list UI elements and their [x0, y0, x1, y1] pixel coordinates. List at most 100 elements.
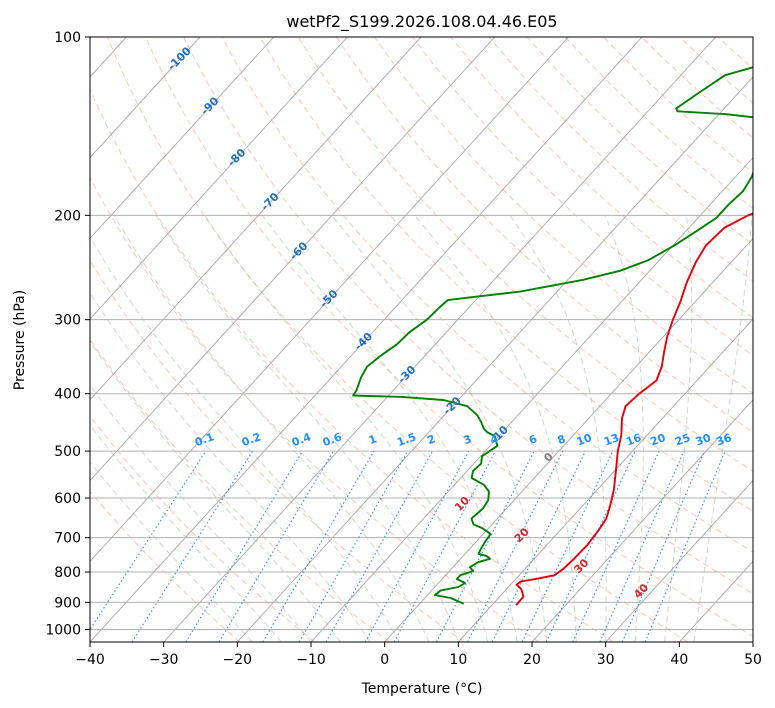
- mixing-ratio-line: [644, 450, 726, 642]
- isotherm-line: [90, 37, 348, 320]
- dry-adiabat-line: [90, 88, 614, 642]
- grid-layer: [90, 37, 753, 642]
- x-tick-label: −20: [223, 652, 253, 668]
- x-tick-label: −30: [149, 652, 179, 668]
- mixing-ratio-label: 8: [556, 432, 568, 447]
- isotherm-line: [310, 156, 753, 642]
- mixing-ratio-label: 1.5: [395, 430, 418, 449]
- mixing-ratio-label: 1: [367, 432, 379, 447]
- mixing-ratio-line: [131, 450, 254, 642]
- dry-adiabat-line: [221, 37, 753, 553]
- y-tick-label: 900: [54, 595, 81, 611]
- mixing-ratio-line: [325, 450, 434, 642]
- dry-adiabat-line: [90, 490, 241, 642]
- y-tick-label: 100: [54, 30, 81, 46]
- x-tick-label: −40: [75, 652, 105, 668]
- moist-adiabat-line: [90, 424, 282, 642]
- mixing-ratio-line: [364, 450, 470, 642]
- dry-adiabat-line: [90, 338, 390, 642]
- chart-title: wetPf2_S199.2026.108.04.46.E05: [286, 12, 557, 32]
- dry-adiabat-line: [106, 37, 689, 642]
- dry-adiabat-line: [412, 37, 753, 356]
- mixing-ratio-line: [298, 450, 409, 642]
- x-tick-label: 10: [449, 652, 467, 668]
- x-tick-label: 30: [597, 652, 615, 668]
- mixing-ratio-label: 3: [462, 432, 474, 447]
- moist-adiabat-line: [155, 215, 459, 642]
- y-tick-label: 400: [54, 387, 81, 403]
- moist-adiabat-line: [509, 215, 607, 642]
- mixing-ratio-line: [599, 450, 685, 642]
- x-axis-label: Temperature (°C): [361, 681, 483, 697]
- y-tick-label: 200: [54, 208, 81, 224]
- mixing-ratio-label: 13: [602, 431, 621, 448]
- mixing-ratio-label: 0.2: [240, 430, 263, 449]
- x-tick-label: 20: [523, 652, 541, 668]
- dry-adiabat-line: [90, 415, 316, 642]
- isotherm-line: [90, 37, 569, 562]
- moist-adiabat-line: [113, 215, 430, 642]
- temperature-profile-line: [515, 212, 753, 606]
- plot-frame: [89, 36, 754, 643]
- moist-adiabat-line: [331, 214, 548, 642]
- isotherm-line: [237, 76, 753, 642]
- y-tick-label: 500: [54, 444, 81, 460]
- mixing-ratio-label: 0.6: [321, 430, 344, 449]
- mixing-ratio-line: [491, 450, 586, 642]
- y-tick-label: 1000: [45, 622, 81, 638]
- isotherm-line: [384, 237, 753, 642]
- moist-adiabat-line: [90, 291, 371, 642]
- x-tick-label: −10: [296, 652, 326, 668]
- isotherm-line: [531, 399, 753, 642]
- x-tick-label: 40: [670, 652, 688, 668]
- isotherm-line: [458, 318, 753, 642]
- moist-adiabat-line: [414, 214, 577, 642]
- mixing-ratio-label: 10: [575, 431, 594, 449]
- isotherm-line: [605, 479, 753, 642]
- mixing-ratio-line: [393, 450, 496, 642]
- x-tick-label: 0: [380, 652, 389, 668]
- moist-adiabat-line: [90, 461, 253, 642]
- mixing-ratio-label: 20: [649, 431, 668, 449]
- dry-adiabat-line: [450, 37, 753, 319]
- mixing-ratio-label: 25: [673, 431, 692, 448]
- moist-adiabat-line: [664, 215, 693, 642]
- y-axis-label: Pressure (hPa): [12, 290, 28, 390]
- x-tick-label: 50: [744, 652, 762, 668]
- mixing-ratio-line: [218, 450, 334, 642]
- mixing-ratio-line: [621, 450, 705, 642]
- y-tick-label: 600: [54, 491, 81, 507]
- y-tick-label: 700: [54, 531, 81, 547]
- moist-adiabat-line: [604, 215, 644, 642]
- y-tick-label: 300: [54, 313, 81, 329]
- moist-adiabat-line: [693, 215, 753, 642]
- series-layer: [352, 66, 753, 606]
- mixing-ratio-line: [185, 450, 304, 642]
- mixing-ratio-label: 6: [527, 432, 539, 447]
- mixing-ratio-line: [545, 450, 636, 642]
- axis-layer: −40 −30 −20 −10 0 10 20 30 40 5010020030040050060…: [45, 30, 762, 668]
- mixing-ratio-label: 0.1: [193, 430, 216, 449]
- mixing-ratio-label: 0.4: [290, 430, 313, 449]
- moist-adiabat-line: [90, 340, 341, 642]
- isotherm-line: [90, 37, 643, 642]
- dewpoint-profile-line: [352, 66, 753, 605]
- mixing-ratio-line: [521, 450, 614, 642]
- mixing-ratio-line: [572, 450, 660, 642]
- mixing-ratio-label: 36: [714, 431, 733, 449]
- mixing-ratio-label: 2: [426, 432, 438, 447]
- y-tick-label: 800: [54, 565, 81, 581]
- mixing-ratio-label: 30: [694, 431, 713, 449]
- dry-adiabat-line: [259, 37, 753, 512]
- moist-adiabat-line: [90, 235, 400, 642]
- mixing-ratio-label: 4: [488, 432, 500, 447]
- isotherm-line: [90, 37, 496, 482]
- dry-adiabat-line: [183, 37, 753, 595]
- isotherm-line: [90, 37, 275, 240]
- isotherm-line: [90, 37, 422, 401]
- mixing-ratio-line: [262, 450, 375, 642]
- isotherm-line: [90, 37, 201, 159]
